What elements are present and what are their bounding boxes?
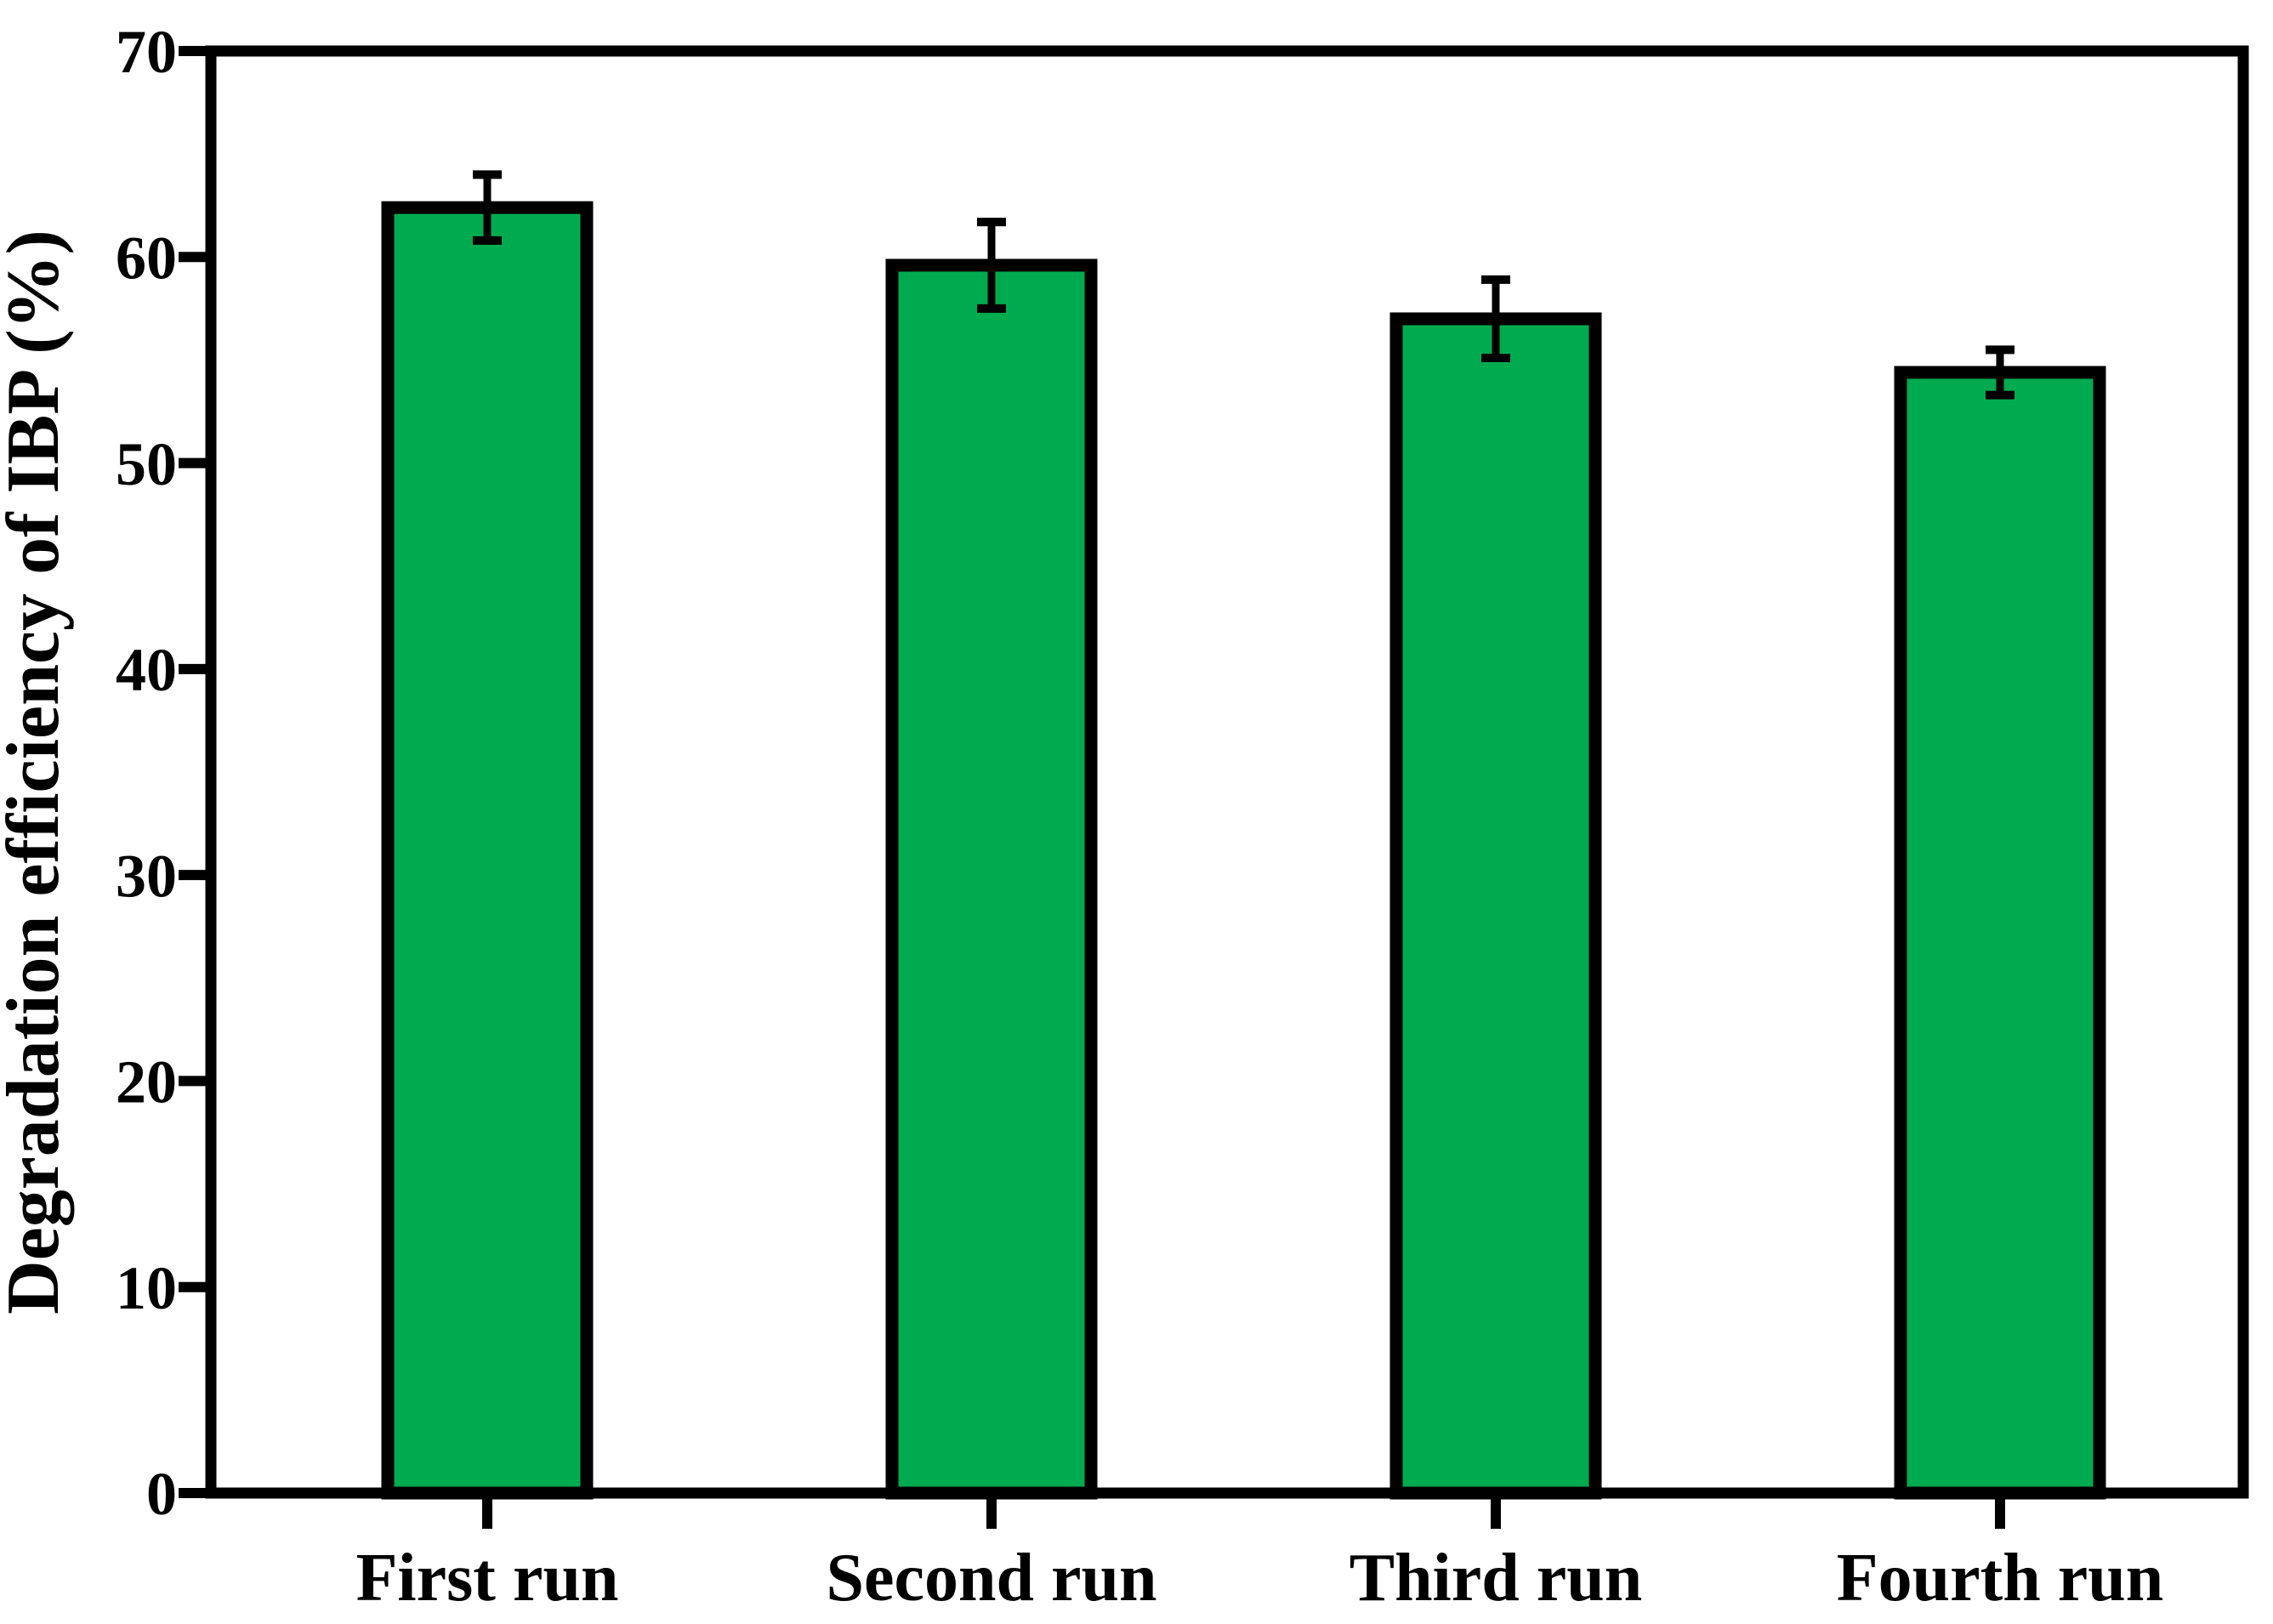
y-axis-tick-label: 40 — [116, 636, 177, 704]
y-axis-tick-label: 10 — [116, 1254, 177, 1322]
plot-frame — [205, 45, 2249, 1499]
x-axis-category-label: First run — [356, 1541, 619, 1615]
axes-frame-group — [205, 45, 2249, 1499]
y-axis-ticks-group: 0 10 20 30 40 50 60 70 — [116, 18, 211, 1528]
error-bar-second-run — [977, 218, 1006, 313]
y-axis-tick-label: 20 — [116, 1048, 177, 1116]
y-axis-tick-label: 0 — [146, 1460, 177, 1528]
bar-first-run — [381, 201, 594, 1500]
y-axis-tick-label: 60 — [116, 224, 177, 292]
x-axis-category-label: Fourth run — [1837, 1541, 2164, 1615]
x-axis-category-label: Second run — [827, 1541, 1157, 1615]
y-axis-tick-label: 30 — [116, 842, 177, 910]
x-axis-category-label: Third run — [1350, 1541, 1643, 1615]
bar-fourth-run — [1894, 366, 2106, 1500]
y-axis-tick-label: 50 — [116, 430, 177, 498]
bar-second-run — [885, 258, 1098, 1500]
error-bar-first-run — [473, 170, 502, 245]
x-axis-category-labels-group: First run Second run Third run Fourth run — [356, 1541, 2164, 1615]
error-bar-fourth-run — [1986, 345, 2014, 400]
y-axis-title: Degradation efficiency of IBP (%) — [0, 230, 75, 1315]
y-axis-tick-label: 70 — [116, 18, 177, 86]
bar-third-run — [1389, 312, 1602, 1500]
error-bar-third-run — [1481, 275, 1510, 363]
error-bars-group — [473, 170, 2014, 400]
x-axis-ticks-group — [482, 1498, 2005, 1529]
